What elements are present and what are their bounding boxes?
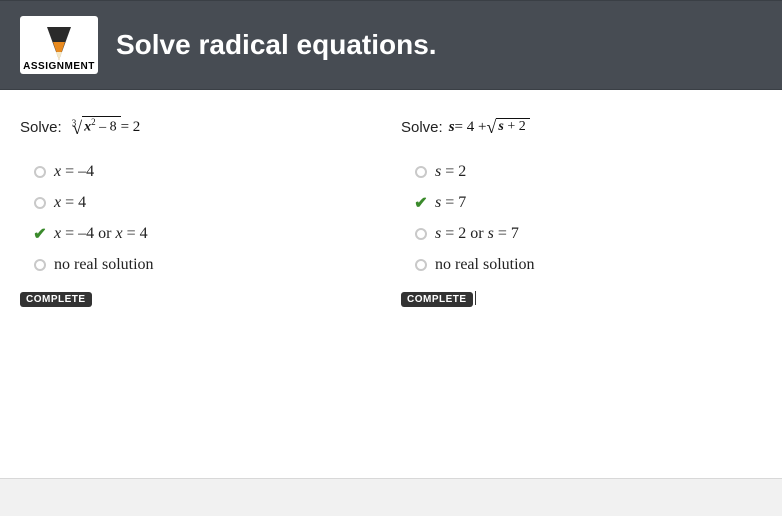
- option-text: s = 7: [435, 194, 466, 212]
- text-cursor: [475, 291, 476, 305]
- assignment-logo: ASSIGNMENT: [20, 16, 98, 74]
- solve-row-left: Solve: 3 √ x2 – 8 = 2: [20, 112, 401, 142]
- page-title: Solve radical equations.: [116, 29, 437, 61]
- option-row[interactable]: ✔ x = –4 or x = 4: [26, 218, 401, 249]
- root-index: 3: [72, 118, 77, 128]
- radio-icon: [34, 197, 46, 209]
- radio-icon: [34, 166, 46, 178]
- option-text: no real solution: [435, 256, 535, 274]
- radio-icon: [415, 259, 427, 271]
- pencil-icon: [39, 22, 79, 62]
- content-area: Solve: 3 √ x2 – 8 = 2 x = –4x = 4✔x = –4…: [0, 90, 782, 470]
- option-text: s = 2 or s = 7: [435, 225, 519, 243]
- radicand: x2 – 8: [82, 116, 121, 136]
- solve-row-right: Solve: s = 4 + √ s + 2: [401, 112, 782, 142]
- option-row[interactable]: s = 2 or s = 7: [407, 218, 782, 249]
- question-right: Solve: s = 4 + √ s + 2 s = 2 ✔ s = 7 s = 2 …: [401, 112, 782, 470]
- option-text: s = 2: [435, 163, 466, 181]
- solve-label: Solve:: [20, 119, 62, 136]
- question-left: Solve: 3 √ x2 – 8 = 2 x = –4x = 4✔x = –4…: [20, 112, 401, 470]
- option-text: x = 4: [54, 194, 86, 212]
- option-row[interactable]: ✔ s = 7: [407, 187, 782, 218]
- check-icon: ✔: [414, 193, 427, 213]
- options-left: x = –4 x = 4 ✔ x = –4 or x = 4 no real solut…: [20, 156, 401, 280]
- radicand: s + 2: [496, 118, 529, 135]
- radio-icon: [415, 228, 427, 240]
- complete-badge: COMPLETE: [401, 292, 473, 307]
- option-row[interactable]: x = –4: [26, 156, 401, 187]
- complete-badge: COMPLETE: [20, 292, 92, 307]
- options-right: s = 2 ✔ s = 7 s = 2 or s = 7 no real solutio…: [401, 156, 782, 280]
- option-row[interactable]: x = 4: [26, 187, 401, 218]
- radio-icon: [34, 259, 46, 271]
- footer-bar: [0, 478, 782, 516]
- option-row[interactable]: no real solution: [26, 249, 401, 280]
- radio-icon: [415, 166, 427, 178]
- option-text: x = –4: [54, 163, 94, 181]
- equation-left: 3 √ x2 – 8 = 2: [68, 117, 141, 137]
- option-text: x = –4 or x = 4: [54, 225, 148, 243]
- header: ASSIGNMENT Solve radical equations.: [0, 0, 782, 90]
- option-text: no real solution: [54, 256, 154, 274]
- option-row[interactable]: no real solution: [407, 249, 782, 280]
- solve-label: Solve:: [401, 119, 443, 136]
- option-row[interactable]: s = 2: [407, 156, 782, 187]
- radical-icon: √: [486, 118, 496, 136]
- check-icon: ✔: [33, 224, 46, 244]
- logo-label: ASSIGNMENT: [20, 61, 98, 72]
- equation-right: s = 4 + √ s + 2: [449, 118, 530, 136]
